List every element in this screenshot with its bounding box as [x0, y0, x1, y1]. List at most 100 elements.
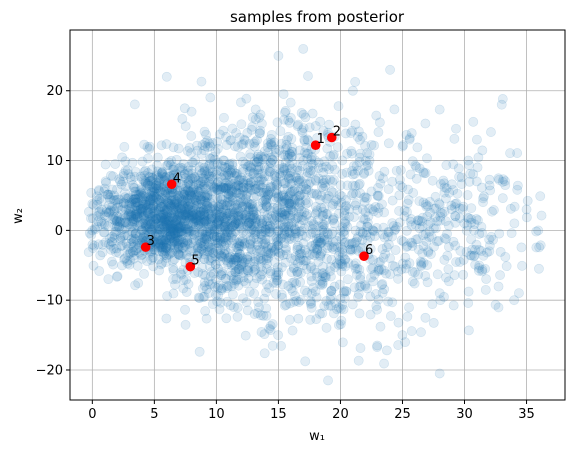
sample-point	[305, 296, 316, 307]
sample-point	[254, 112, 265, 123]
sample-point	[286, 218, 297, 228]
sample-point	[112, 271, 123, 282]
sample-point	[155, 226, 166, 237]
sample-point	[168, 274, 178, 285]
sample-point	[220, 224, 230, 235]
sample-point	[225, 196, 236, 207]
sample-point	[249, 265, 260, 275]
sample-point	[171, 273, 182, 284]
sample-point	[161, 257, 171, 267]
sample-point	[355, 134, 365, 145]
sample-point	[271, 231, 281, 242]
sample-point	[278, 250, 289, 260]
sample-point	[133, 190, 144, 200]
sample-point	[139, 210, 150, 221]
sample-point	[161, 204, 172, 215]
sample-point	[199, 280, 210, 291]
sample-point	[192, 192, 203, 202]
sample-point	[176, 269, 187, 280]
sample-point	[141, 219, 151, 230]
sample-point	[234, 221, 245, 231]
sample-point	[83, 247, 94, 258]
sample-point	[210, 154, 220, 165]
sample-point	[452, 188, 463, 199]
sample-point	[368, 225, 379, 236]
sample-point	[171, 168, 181, 179]
sample-point	[472, 162, 483, 173]
sample-point	[161, 71, 172, 82]
sample-point	[157, 169, 168, 180]
sample-point	[178, 201, 189, 211]
sample-point	[137, 225, 147, 236]
sample-point	[190, 174, 201, 185]
sample-point	[204, 237, 215, 248]
sample-point	[248, 176, 259, 187]
sample-point	[345, 244, 356, 255]
sample-point	[223, 180, 234, 191]
sample-point	[379, 358, 389, 369]
sample-point	[232, 238, 243, 248]
sample-point	[156, 210, 167, 220]
sample-point	[145, 141, 155, 152]
sample-point	[385, 64, 395, 75]
sample-point	[204, 279, 215, 290]
sample-point	[162, 188, 173, 199]
sample-point	[233, 205, 244, 216]
sample-point	[279, 214, 290, 225]
sample-point	[264, 162, 275, 173]
sample-point	[360, 192, 371, 203]
x-tick-label: 5	[150, 407, 158, 422]
sample-point	[157, 242, 168, 252]
sample-point	[278, 191, 289, 202]
sample-point	[174, 210, 185, 221]
sample-point	[287, 158, 298, 168]
sample-point	[339, 210, 350, 221]
sample-point	[216, 270, 226, 281]
sample-point	[268, 277, 279, 288]
sample-point	[318, 268, 329, 279]
sample-point	[480, 284, 491, 295]
sample-point	[156, 212, 167, 223]
sample-point	[216, 251, 227, 261]
sample-point	[183, 185, 193, 195]
sample-point	[108, 171, 118, 182]
sample-point	[186, 131, 197, 141]
sample-point	[180, 207, 191, 218]
sample-point	[430, 223, 441, 234]
sample-point	[330, 298, 341, 309]
sample-point	[303, 197, 313, 208]
sample-point	[280, 150, 291, 161]
sample-point	[478, 250, 489, 261]
sample-point	[249, 222, 260, 233]
sample-point	[140, 200, 151, 210]
sample-point	[416, 327, 426, 338]
sample-point	[478, 197, 488, 208]
sample-point	[477, 264, 488, 275]
sample-point	[108, 259, 119, 270]
sample-point	[112, 184, 122, 195]
sample-point	[182, 146, 193, 156]
sample-point	[406, 214, 417, 224]
sample-point	[232, 199, 243, 210]
sample-point	[232, 203, 243, 214]
sample-point	[112, 211, 123, 222]
sample-point	[119, 254, 130, 265]
sample-point	[328, 244, 339, 254]
sample-point	[229, 207, 240, 218]
sample-point	[101, 177, 112, 188]
sample-point	[346, 239, 357, 249]
sample-point	[285, 298, 295, 309]
sample-point	[242, 254, 252, 265]
sample-point	[484, 240, 495, 251]
sample-point	[170, 187, 181, 198]
sample-point	[321, 322, 332, 333]
sample-point	[237, 236, 248, 247]
sample-point	[281, 169, 291, 180]
sample-point	[186, 199, 197, 210]
sample-point	[272, 226, 283, 237]
sample-point	[136, 219, 147, 230]
sample-point	[108, 195, 119, 206]
sample-point	[273, 240, 284, 251]
sample-point	[377, 279, 388, 289]
sample-point	[234, 211, 244, 222]
